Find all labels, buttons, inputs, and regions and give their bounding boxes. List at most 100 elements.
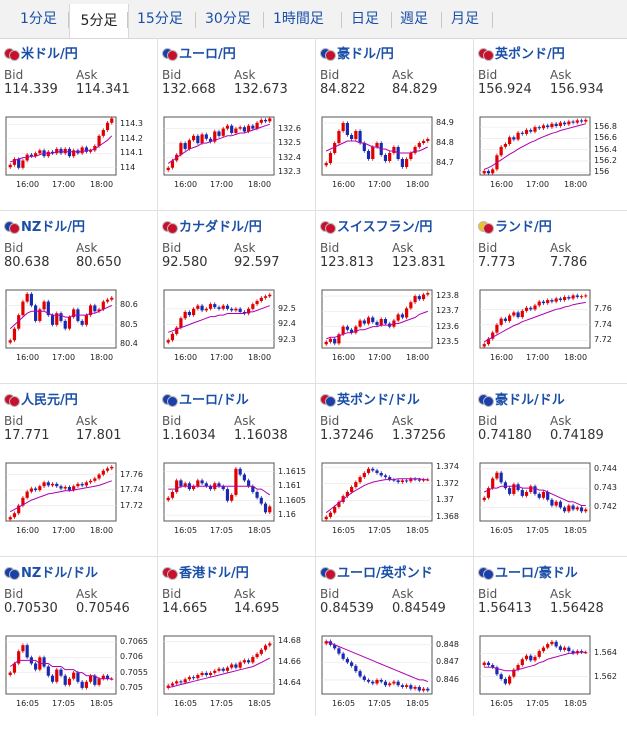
candle-body — [541, 301, 546, 304]
tab-1min[interactable]: 1分足 — [20, 11, 57, 27]
candle-body — [263, 645, 268, 650]
pair-link[interactable]: 人民元/円 — [4, 389, 78, 408]
pair-link[interactable]: 香港ドル/円 — [162, 562, 249, 581]
tab-monthly[interactable]: 月足 — [451, 11, 479, 27]
candle-body — [371, 468, 375, 471]
candle-body — [554, 501, 558, 506]
candle-body — [512, 137, 516, 140]
pair-name: 人民元/円 — [21, 393, 78, 408]
candle-body — [328, 153, 333, 163]
x-tick-label: 17:00 — [52, 526, 76, 535]
candle-body — [208, 138, 213, 142]
y-tick-label: 17.76 — [120, 469, 143, 479]
currency-pair-cell: 英ポンド/円 Bid Ask 156.924 156.934 156.8 156.6 156.… — [474, 38, 627, 211]
moving-average-line — [326, 640, 428, 683]
pair-link[interactable]: スイスフラン/円 — [320, 216, 432, 235]
price-chart[interactable]: 0.7065 0.706 0.7055 0.705 16:05 17:05 18:05 — [2, 631, 157, 711]
price-chart[interactable]: 0.744 0.743 0.742 16:05 17:05 18:05 — [476, 458, 627, 538]
pair-link[interactable]: ユーロ/英ポンド — [320, 562, 433, 581]
candle-body — [166, 685, 170, 688]
chart-canvas — [479, 116, 591, 176]
price-chart[interactable]: 1.564 1.562 16:05 17:05 18:05 — [476, 631, 627, 711]
candle-body — [55, 148, 59, 154]
bid-label: Bid — [478, 414, 498, 428]
bid-label: Bid — [162, 68, 182, 82]
price-chart[interactable]: 92.5 92.4 92.3 16:00 17:00 18:00 — [160, 285, 315, 365]
candle-body — [575, 295, 579, 297]
candle-body — [417, 143, 421, 147]
price-chart[interactable]: 1.374 1.372 1.37 1.368 16:05 17:05 18:05 — [318, 458, 473, 538]
candle-body — [362, 320, 366, 324]
price-chart[interactable]: 7.76 7.74 7.72 16:00 17:00 18:00 — [476, 285, 627, 365]
candle-body — [251, 125, 255, 129]
pair-link[interactable]: 英ポンド/ドル — [320, 389, 420, 408]
pair-link[interactable]: 豪ドル/ドル — [478, 389, 565, 408]
tab-1hour[interactable]: 1時間足 — [273, 11, 324, 27]
pair-link[interactable]: ユーロ/円 — [162, 43, 236, 62]
price-chart[interactable]: 0.848 0.847 0.846 16:05 17:05 18:05 — [318, 631, 473, 711]
tab-5min[interactable]: 5分足 — [69, 4, 129, 38]
price-chart[interactable]: 14.68 14.66 14.64 16:05 17:05 18:05 — [160, 631, 315, 711]
grid-divider — [0, 210, 627, 211]
x-tick-label: 17:00 — [52, 180, 76, 189]
tab-weekly[interactable]: 週足 — [400, 11, 428, 27]
pair-link[interactable]: 英ポンド/円 — [478, 43, 565, 62]
ask-label: Ask — [392, 587, 414, 601]
candle-body — [529, 307, 533, 310]
candle-body — [426, 139, 430, 141]
candle-body — [42, 657, 46, 667]
pair-link[interactable]: カナダドル/円 — [162, 216, 262, 235]
candle-body — [93, 305, 97, 312]
candle-body — [238, 127, 242, 129]
candle-body — [170, 333, 175, 341]
pair-link[interactable]: ユーロ/豪ドル — [478, 562, 578, 581]
price-chart[interactable]: 80.6 80.5 80.4 16:00 17:00 18:00 — [2, 285, 157, 365]
currency-pair-cell: 豪ドル/ドル Bid Ask 0.74180 0.74189 0.744 0.743 0.74… — [474, 384, 627, 557]
price-chart[interactable]: 17.76 17.74 17.72 16:00 17:00 18:00 — [2, 458, 157, 538]
pair-link[interactable]: ユーロ/ドル — [162, 389, 249, 408]
candle-body — [179, 143, 183, 155]
ask-value: 7.786 — [550, 255, 588, 270]
candle-body — [268, 118, 272, 122]
pair-link[interactable]: 豪ドル/円 — [320, 43, 394, 62]
x-tick-label: 16:05 — [332, 699, 356, 708]
candle-body — [105, 122, 110, 131]
price-chart[interactable]: 132.6 132.5 132.4 132.3 16:00 17:00 18:00 — [160, 112, 315, 192]
tab-30min[interactable]: 30分足 — [205, 11, 251, 27]
candle-body — [97, 135, 101, 146]
pair-link[interactable]: ランド/円 — [478, 216, 552, 235]
candle-body — [388, 477, 392, 480]
tab-daily[interactable]: 日足 — [351, 11, 379, 27]
candle-body — [110, 297, 114, 300]
candle-body — [571, 295, 575, 299]
currency-pair-cell: NZドル/円 Bid Ask 80.638 80.650 80.6 80.5 80.4 16:0… — [0, 211, 158, 384]
candle-body — [25, 491, 29, 498]
candle-body — [354, 131, 358, 139]
candle-body — [495, 472, 499, 479]
ask-label: Ask — [76, 414, 98, 428]
price-chart[interactable]: 1.1615 1.161 1.1605 1.16 16:05 17:05 18:05 — [160, 458, 315, 538]
y-tick-label: 1.562 — [594, 671, 617, 681]
bid-label: Bid — [162, 587, 182, 601]
price-chart[interactable]: 84.9 84.8 84.7 16:00 17:00 18:00 — [318, 112, 473, 192]
candle-body — [366, 468, 371, 473]
pair-link[interactable]: NZドル/円 — [4, 216, 85, 235]
chart-canvas — [321, 116, 433, 176]
price-chart[interactable]: 114.3 114.2 114.1 114 16:00 17:00 18:00 — [2, 112, 157, 192]
price-chart[interactable]: 123.8 123.7 123.6 123.5 16:00 17:00 18:00 — [318, 285, 473, 365]
tab-15min[interactable]: 15分足 — [137, 11, 183, 27]
ask-value: 1.37256 — [392, 428, 446, 443]
y-tick-label: 92.3 — [278, 335, 296, 345]
country-flag-icon — [478, 221, 494, 234]
bid-value: 1.56413 — [478, 601, 532, 616]
candle-body — [503, 318, 507, 321]
pair-link[interactable]: NZドル/ドル — [4, 562, 98, 581]
country-flag-icon — [4, 48, 20, 61]
candle-body — [396, 681, 400, 686]
price-chart[interactable]: 156.8 156.6 156.4 156.2 156 16:00 17:00 18:00 — [476, 112, 627, 192]
y-tick-label: 123.8 — [436, 291, 459, 301]
candle-body — [529, 655, 533, 661]
y-tick-label: 14.64 — [278, 678, 301, 688]
pair-link[interactable]: 米ドル/円 — [4, 43, 78, 62]
chart-canvas — [163, 635, 275, 695]
